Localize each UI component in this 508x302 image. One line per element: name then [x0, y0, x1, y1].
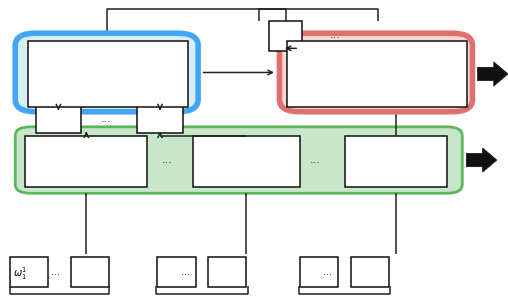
FancyBboxPatch shape: [15, 33, 198, 112]
Bar: [71, 257, 109, 287]
Bar: [287, 41, 467, 107]
Text: ...: ...: [309, 155, 321, 165]
FancyBboxPatch shape: [15, 127, 462, 193]
Text: ...: ...: [323, 267, 332, 277]
Polygon shape: [478, 62, 508, 86]
Bar: [25, 136, 147, 187]
Bar: [351, 257, 389, 287]
FancyBboxPatch shape: [279, 33, 472, 112]
Bar: [36, 106, 81, 133]
Text: ...: ...: [181, 267, 190, 277]
Bar: [269, 21, 302, 51]
Bar: [193, 136, 300, 187]
Polygon shape: [466, 148, 497, 172]
Text: ...: ...: [330, 30, 341, 40]
Bar: [208, 257, 246, 287]
Text: ...: ...: [162, 155, 173, 165]
Bar: [10, 257, 48, 287]
Text: ...: ...: [101, 114, 112, 124]
Bar: [28, 41, 188, 107]
Bar: [137, 106, 183, 133]
Text: ...: ...: [51, 267, 60, 277]
Text: $\omega_1^1$: $\omega_1^1$: [13, 265, 27, 282]
Bar: [300, 257, 338, 287]
Bar: [157, 257, 196, 287]
Bar: [345, 136, 447, 187]
